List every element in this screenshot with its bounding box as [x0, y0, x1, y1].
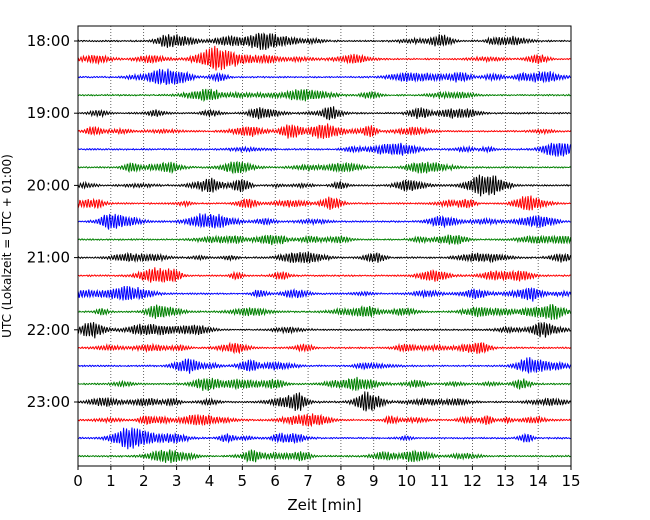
x-tick-label-4: 4 [205, 472, 215, 490]
y-tick-label-1: 19:00 [27, 104, 70, 122]
y-axis-label: UTC (Lokalzeit = UTC + 01:00) [0, 154, 14, 338]
trace-12 [77, 251, 572, 264]
x-tick-label-3: 3 [172, 472, 182, 490]
trace-10 [77, 213, 571, 230]
trace-6 [77, 142, 572, 158]
trace-7 [77, 160, 571, 175]
vertical-gridlines [110, 26, 539, 466]
x-tick-label-0: 0 [73, 472, 83, 490]
trace-13 [77, 267, 571, 283]
x-tick-label-2: 2 [139, 472, 149, 490]
trace-11 [77, 234, 572, 246]
trace-4 [77, 106, 571, 121]
trace-1 [77, 45, 571, 71]
trace-16 [77, 321, 571, 339]
x-tick-label-5: 5 [238, 472, 248, 490]
plot-frame [77, 25, 572, 467]
trace-8 [77, 174, 571, 197]
x-tick-label-9: 9 [369, 472, 379, 490]
trace-20 [77, 391, 572, 412]
trace-15 [77, 304, 572, 320]
trace-19 [77, 376, 571, 392]
x-tick-label-13: 13 [496, 472, 515, 490]
y-tick-label-0: 18:00 [27, 32, 70, 50]
x-tick-label-6: 6 [270, 472, 280, 490]
x-tick-label-12: 12 [463, 472, 482, 490]
trace-23 [77, 449, 571, 464]
x-tick-label-10: 10 [397, 472, 416, 490]
x-tick-label-7: 7 [303, 472, 313, 490]
x-axis-label: Zeit [min] [287, 496, 361, 514]
y-tick-label-4: 22:00 [27, 321, 70, 339]
y-tick-label-3: 21:00 [27, 249, 70, 267]
trace-22 [77, 427, 571, 450]
x-tick-label-15: 15 [561, 472, 580, 490]
trace-18 [77, 357, 572, 375]
trace-5 [77, 123, 572, 139]
trace-2 [77, 68, 571, 86]
x-axis-ticks: 0 1 2 3 4 5 6 7 8 9 10 11 12 13 14 15 [73, 466, 581, 490]
trace-3 [77, 88, 571, 103]
seismic-traces [77, 32, 572, 464]
x-tick-label-14: 14 [529, 472, 548, 490]
trace-14 [77, 285, 572, 302]
x-tick-label-1: 1 [106, 472, 116, 490]
x-tick-label-11: 11 [430, 472, 449, 490]
trace-0 [77, 32, 571, 50]
y-axis-ticks: 18:00 19:00 20:00 21:00 22:00 23:00 [27, 32, 78, 411]
trace-21 [77, 413, 571, 428]
x-tick-label-8: 8 [336, 472, 346, 490]
trace-17 [77, 341, 571, 355]
y-tick-label-5: 23:00 [27, 393, 70, 411]
y-tick-label-2: 20:00 [27, 176, 70, 194]
trace-9 [77, 195, 571, 211]
